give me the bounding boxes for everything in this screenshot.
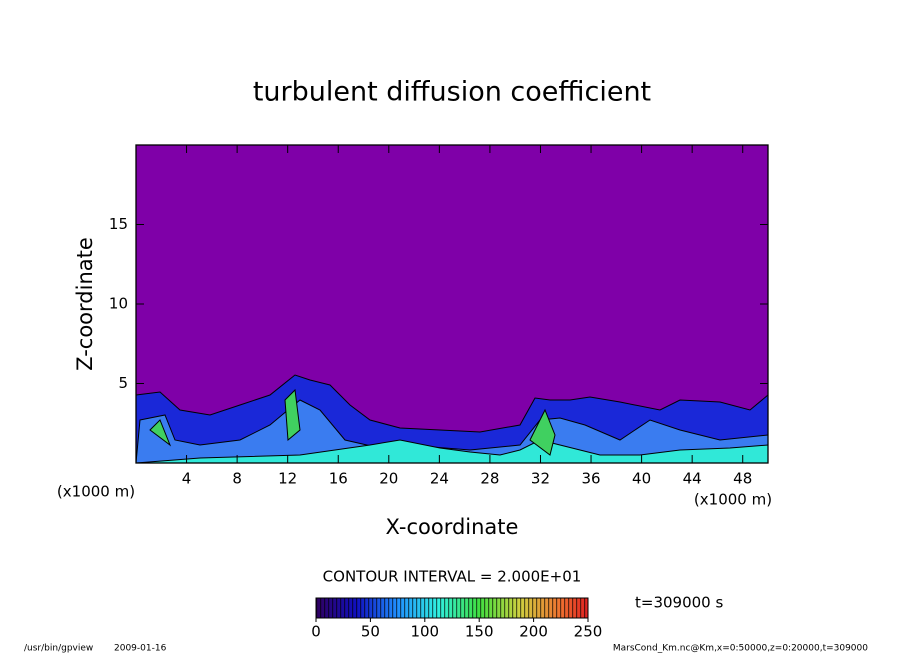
x-tick-label: 20: [379, 470, 398, 488]
chart-title: turbulent diffusion coefficient: [253, 77, 651, 108]
x-tick-label: 48: [733, 470, 752, 488]
contour-interval: CONTOUR INTERVAL = 2.000E+01: [323, 568, 582, 586]
x-tick-label: 4: [182, 470, 192, 488]
colorbar-tick-label: 150: [465, 623, 494, 641]
x-tick-label: 28: [480, 470, 499, 488]
y-axis-unit: (x1000 m): [57, 483, 135, 501]
colorbar-tick-label: 50: [361, 623, 380, 641]
colorbar-frame: [315, 597, 589, 619]
x-tick-label: 16: [329, 470, 348, 488]
time-label: t=309000 s: [635, 594, 723, 612]
colorbar-tick-label: 100: [410, 623, 439, 641]
x-tick-label: 8: [232, 470, 242, 488]
x-tick-label: 32: [531, 470, 550, 488]
colorbar-tick-label: 200: [519, 623, 548, 641]
x-tick-label: 44: [683, 470, 702, 488]
y-tick-label: 5: [118, 374, 128, 392]
x-tick-label: 40: [632, 470, 651, 488]
x-axis-unit: (x1000 m): [694, 491, 772, 509]
footer-program: /usr/bin/gpview: [24, 644, 93, 654]
x-axis-label: X-coordinate: [386, 515, 519, 539]
y-axis-label: Z-coordinate: [73, 237, 97, 371]
x-tick-label: 24: [430, 470, 449, 488]
contour-field: [136, 145, 768, 463]
colorbar-tick-label: 250: [574, 623, 603, 641]
colorbar-tick-label: 0: [311, 623, 321, 641]
x-tick-label: 12: [278, 470, 297, 488]
x-tick-label: 36: [581, 470, 600, 488]
y-tick-label: 15: [109, 215, 128, 233]
footer-date: 2009-01-16: [114, 644, 167, 654]
y-tick-label: 10: [109, 295, 128, 313]
footer-right: MarsCond_Km.nc@Km,x=0:50000,z=0:20000,t=…: [613, 644, 868, 654]
